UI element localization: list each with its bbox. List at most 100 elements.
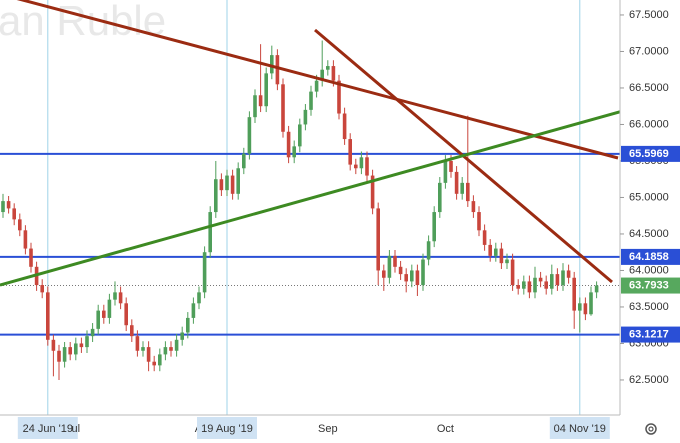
candle-body — [29, 248, 33, 267]
candle-body — [460, 182, 464, 194]
candle-body — [342, 113, 347, 140]
candle-body — [550, 274, 554, 289]
candle-body — [292, 146, 296, 158]
settings-icon[interactable] — [645, 423, 657, 435]
candle-body — [23, 230, 28, 249]
trend-line — [16, 0, 619, 160]
candle-body — [169, 347, 173, 351]
candle-body — [146, 347, 151, 362]
candle-body — [12, 208, 16, 220]
candle-body — [594, 285, 599, 293]
candle-body — [180, 332, 184, 340]
gear-hub[interactable] — [648, 426, 654, 432]
candle-body — [113, 292, 117, 300]
candle-body — [438, 182, 442, 213]
level-label: 63.1217 — [629, 328, 669, 340]
candle-body — [561, 270, 565, 286]
candle-body — [393, 255, 397, 267]
candle-body — [1, 201, 5, 213]
candle-body — [286, 131, 291, 158]
candle-body — [331, 66, 336, 81]
candle-body — [141, 347, 145, 351]
last-price-label: 63.7933 — [629, 279, 669, 291]
candle-body — [219, 179, 224, 191]
x-tick-label: 04 Nov '19 — [554, 423, 606, 435]
candle-body — [337, 80, 341, 114]
candle-body — [454, 171, 459, 194]
candle-body — [370, 175, 375, 209]
date-highlight — [549, 417, 610, 439]
candle-body — [578, 303, 582, 311]
candle-body — [421, 259, 425, 286]
candle-body — [359, 157, 364, 169]
candle-body — [281, 84, 285, 132]
candle-body — [102, 310, 106, 318]
candle-body — [152, 361, 156, 366]
candle-body — [79, 343, 84, 348]
candle-body — [85, 336, 89, 348]
candle-body — [432, 212, 436, 242]
gear[interactable] — [645, 423, 657, 435]
last-price-box — [621, 277, 680, 294]
candle-body — [214, 179, 218, 213]
candle-body — [505, 259, 509, 264]
candle-body — [6, 201, 11, 209]
x-tick-label: Oct — [437, 423, 454, 435]
candle-body — [566, 270, 571, 278]
date-highlight — [197, 417, 257, 439]
y-tick-label: 65.0000 — [629, 191, 669, 203]
candle-body — [415, 270, 420, 286]
candle-body — [253, 95, 257, 118]
candle-body — [174, 339, 179, 351]
y-tick-label: 67.5000 — [629, 9, 669, 21]
candle-body — [348, 139, 352, 165]
candle-body — [482, 230, 487, 245]
candle-body — [46, 292, 50, 340]
trend-line — [0, 93, 680, 287]
candle-body — [270, 55, 274, 74]
candle-body — [443, 160, 448, 183]
y-tick-label: 66.5000 — [629, 82, 669, 94]
price-axis — [620, 0, 680, 415]
candle-body — [314, 80, 319, 92]
level-label-box — [621, 145, 680, 162]
candle-body — [404, 274, 408, 282]
candle-body — [449, 160, 453, 172]
candle-body — [242, 153, 246, 169]
candle-body — [40, 285, 44, 293]
y-tick-label: 63.5000 — [629, 301, 669, 313]
candle-body — [90, 328, 95, 337]
date-highlight — [17, 417, 78, 439]
candle-body — [62, 347, 67, 362]
candle-body — [236, 168, 240, 194]
candle-body — [522, 281, 526, 289]
candle-body — [499, 248, 504, 264]
x-tick-label: Sep — [318, 423, 338, 435]
candle-body — [202, 252, 207, 293]
candle-body — [51, 339, 56, 351]
candle-body — [197, 292, 201, 304]
candle-body — [471, 201, 476, 213]
watermark: an Ruble — [0, 0, 166, 44]
candle-body — [247, 117, 252, 154]
candle-body — [320, 69, 324, 81]
candle-body — [527, 281, 532, 293]
x-tick-label: 19 Aug '19 — [201, 423, 253, 435]
candle-body — [494, 248, 498, 256]
candle-body — [57, 350, 61, 362]
candle-body — [398, 266, 403, 275]
candle-body — [208, 212, 212, 253]
level-label-box — [621, 248, 680, 265]
candle-body — [510, 259, 515, 286]
candle-body — [303, 109, 308, 125]
candle-body — [382, 270, 386, 278]
candle-body — [186, 317, 190, 333]
candle-body — [275, 55, 280, 85]
candle-body — [555, 274, 560, 286]
candle-body — [516, 285, 520, 289]
y-tick-label: 64.5000 — [629, 228, 669, 240]
candle-body — [107, 299, 112, 318]
x-tick-label: ul — [72, 423, 81, 435]
x-tick-label: 24 Jun '19 — [23, 423, 73, 435]
candle-body — [488, 244, 492, 256]
